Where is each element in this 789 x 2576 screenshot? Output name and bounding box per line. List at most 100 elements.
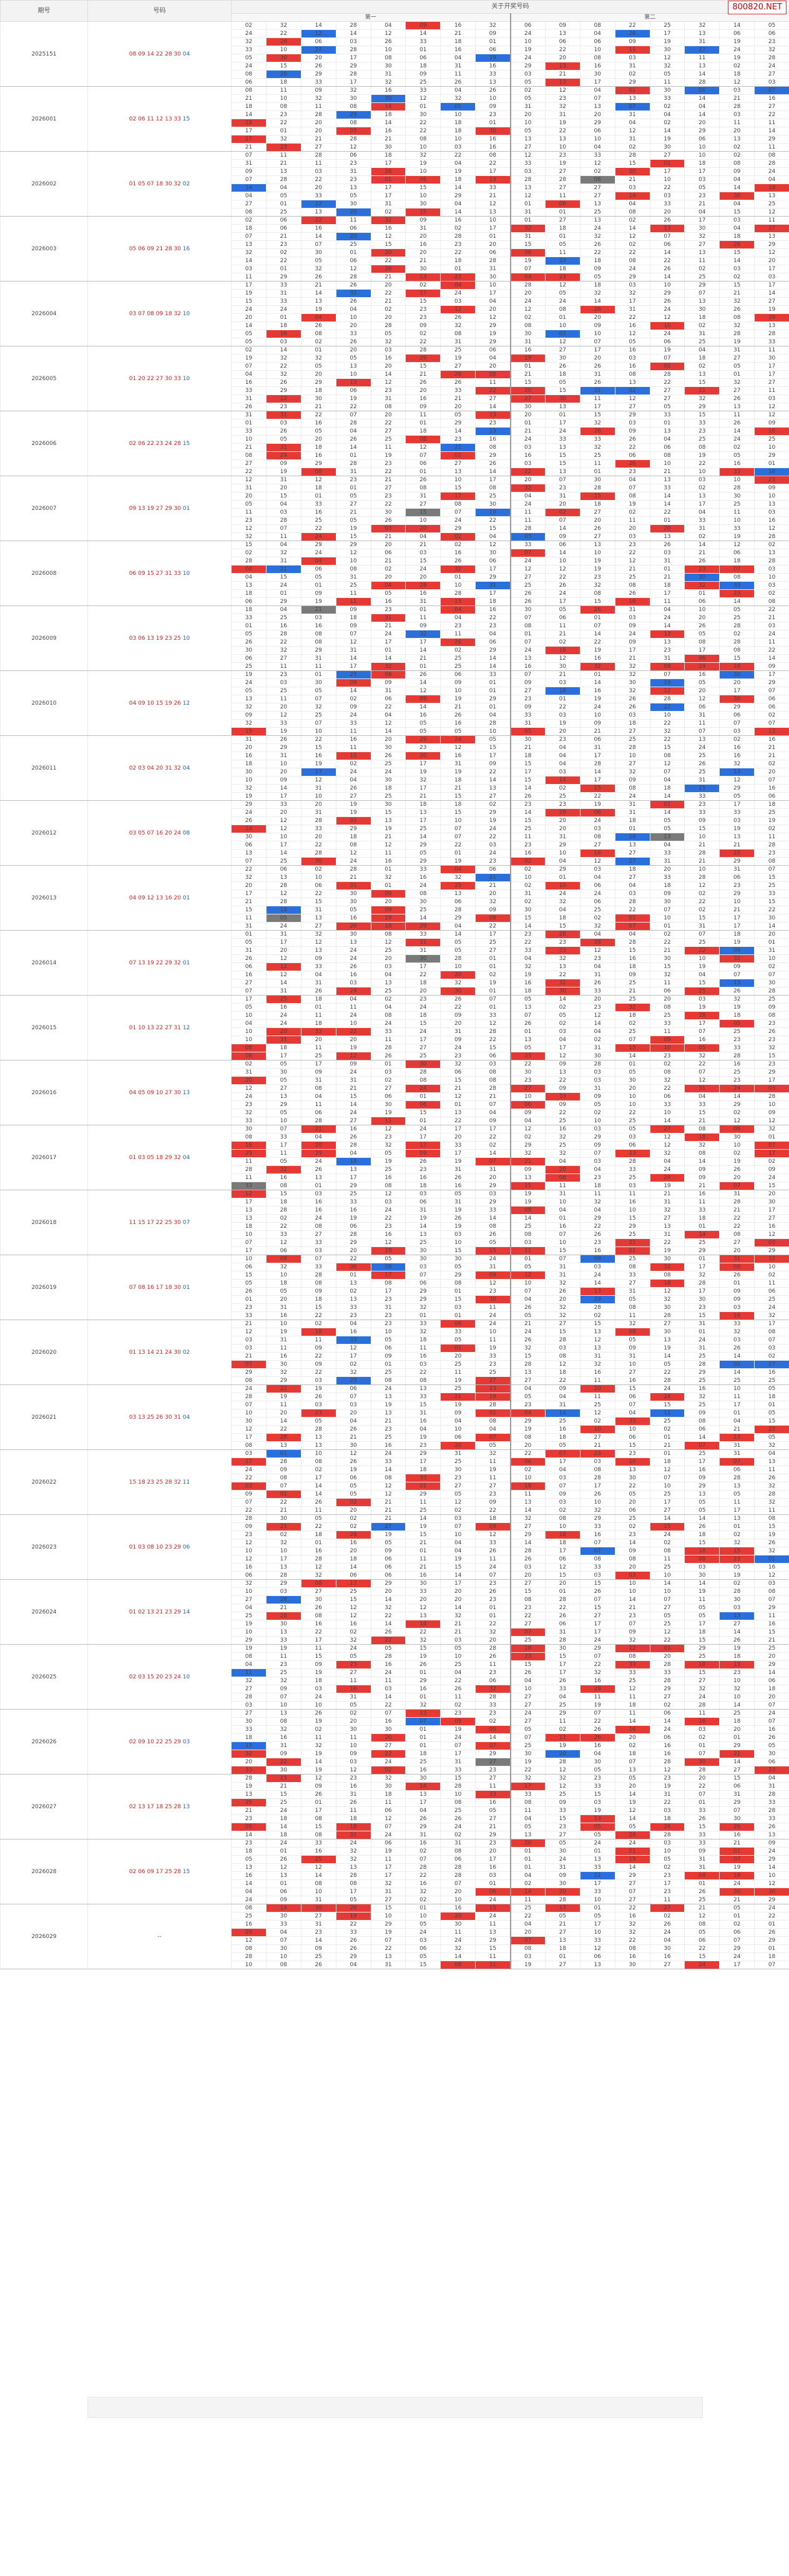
grid-cell: 12	[370, 1814, 406, 1823]
grid-cell: 32	[440, 321, 476, 330]
grid-cell: 31	[440, 1027, 476, 1036]
grid-cell: 04	[614, 119, 650, 127]
grid-cell: 33	[754, 889, 789, 898]
grid-cell: 04	[231, 565, 267, 574]
grid-cell: 02	[614, 508, 650, 517]
grid-cell: 12	[370, 1482, 406, 1491]
grid-cell: 09	[265, 459, 301, 468]
grid-cell: 33	[405, 86, 441, 95]
grid-cell: 27	[754, 1360, 789, 1369]
grid-cell: 04	[335, 427, 371, 436]
grid-cell: 26	[300, 273, 336, 282]
table-row: 20 28 06 31 01 24 25 21 02 10 06 04 18 12 23 25	[1, 881, 789, 890]
grid-cell: 20	[475, 305, 511, 314]
grid-cell: 08	[719, 1230, 755, 1239]
grid-cell: 05	[579, 1766, 615, 1775]
grid-cell: 13	[649, 1336, 685, 1344]
grid-cell: 26	[300, 62, 336, 71]
table-row: 14 18 08 01 24 31 02 29 13 27 05 28 28 33 16 13	[1, 1831, 789, 1839]
grid-cell: 01	[649, 922, 685, 931]
grid-cell: 14	[300, 1871, 336, 1880]
grid-cell: 29	[719, 784, 755, 793]
grid-cell: 10	[335, 370, 371, 379]
grid-cell: 04	[754, 175, 789, 184]
grid-cell: 33	[335, 330, 371, 338]
red-ball: 03	[138, 1673, 145, 1680]
grid-cell: 01	[475, 1612, 511, 1620]
grid-cell: 29	[544, 808, 581, 817]
grid-cell: 04	[231, 1888, 267, 1896]
grid-cell: 19	[510, 46, 546, 54]
grid-cell: 13	[544, 443, 581, 452]
grid-cell: 14	[370, 727, 406, 736]
grid-cell: 32	[370, 662, 406, 671]
grid-cell: 01	[544, 1952, 581, 1961]
grid-cell: 06	[405, 54, 441, 62]
grid-cell: 23	[231, 1839, 267, 1848]
grid-cell: 06	[370, 1839, 406, 1848]
grid-cell: 05	[231, 338, 267, 346]
grid-cell: 09	[370, 1352, 406, 1361]
grid-cell: 08	[684, 1920, 720, 1929]
grid-cell: 32	[370, 1879, 406, 1888]
grid-cell: 09	[544, 532, 581, 541]
grid-cell: 25	[649, 1620, 685, 1628]
grid-cell: 25	[300, 516, 336, 525]
grid-cell: 26	[754, 1474, 789, 1482]
grid-cell: 26	[231, 1287, 267, 1296]
table-row: 17 28 13 21 25 19 06 07 08 18 27 06 01 14 13 05	[1, 1433, 789, 1442]
grid-cell: 13	[405, 1612, 441, 1620]
table-row: 2026015 01 10 13 22 27 31 12 17 25 18 04 02 23 2…	[0, 995, 789, 1060]
grid-cell: 26	[754, 1823, 789, 1831]
grid-cell: 28	[754, 54, 789, 62]
grid-cell: 32	[544, 954, 581, 963]
grid-cell: 31	[544, 1863, 581, 1872]
grid-cell: 28	[544, 1595, 581, 1604]
grid-cell: 22	[231, 1474, 267, 1482]
table-row: 07 11 03 03 19 15 19 28 23 31 25 07 15 25 17 01	[1, 1401, 789, 1409]
grid-cell: 09	[440, 1409, 476, 1418]
grid-cell: 04	[579, 86, 615, 95]
grid-cell: 22	[300, 200, 336, 208]
red-ball: 27	[165, 1024, 172, 1031]
grid-cell: 14	[649, 127, 685, 135]
grid-cell: 11	[579, 1393, 615, 1401]
grid-cell: 12	[754, 524, 789, 533]
grid-cell: 04	[649, 841, 685, 850]
grid-cell: 24	[649, 1384, 685, 1393]
grid-cell: 24	[300, 1157, 336, 1166]
grid-cell: 26	[440, 1814, 476, 1823]
grid-cell: 30	[265, 1068, 301, 1077]
grid-cell: 31	[649, 557, 685, 566]
grid-cell: 16	[475, 1863, 511, 1872]
grid-cell: 04	[440, 86, 476, 95]
grid-cell: 01	[405, 1741, 441, 1750]
grid-cell: 05	[719, 792, 755, 801]
grid-cell: 07	[265, 524, 301, 533]
grid-cell: 31	[684, 1863, 720, 1872]
grid-cell: 10	[231, 1587, 267, 1596]
red-ball: 01	[129, 180, 137, 187]
grid-cell: 05	[614, 1295, 650, 1304]
grid-cell: 32	[614, 687, 650, 695]
grid-cell: 03	[510, 1952, 546, 1961]
grid-cell: 23	[510, 930, 546, 939]
grid-cell: 09	[614, 1628, 650, 1637]
grid-cell: 01	[719, 1847, 755, 1856]
grid-cell: 12	[649, 1628, 685, 1637]
grid-cell: 33	[510, 541, 546, 549]
grid-cell: 23	[335, 1311, 371, 1320]
grid-cell: 07	[754, 971, 789, 979]
table-row: 2026005 01 20 22 27 30 33 10 02 14 01 20 03 28 2…	[0, 346, 789, 411]
grid-cell: 18	[544, 1368, 581, 1377]
grid-cell: 17	[335, 1888, 371, 1896]
grid-cell: 14	[265, 784, 301, 793]
grid-cell: 28	[300, 151, 336, 160]
grid-cell: 01	[684, 1741, 720, 1750]
grid-cell: 08	[544, 305, 581, 314]
grid-cell: 06	[544, 200, 581, 208]
grid-cell: 22	[754, 605, 789, 614]
brand-badge[interactable]: 800820.NET	[728, 1, 787, 14]
grid-cell: 02	[754, 1271, 789, 1280]
grid-cell: 28	[405, 581, 441, 590]
